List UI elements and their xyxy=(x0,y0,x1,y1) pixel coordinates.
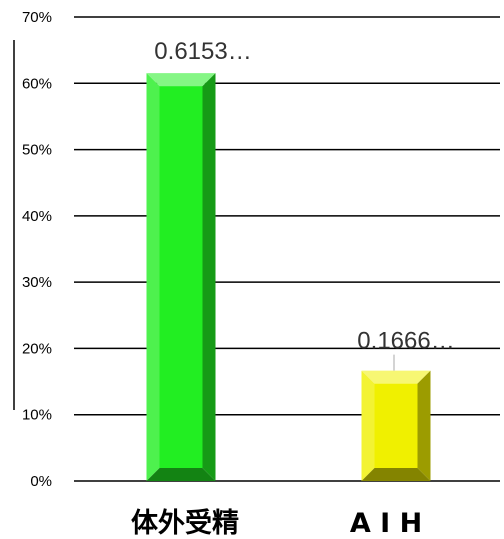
y-tick-label: 30% xyxy=(22,274,52,291)
category-labels: 体外受精 A I H xyxy=(131,507,422,539)
data-labels: 0.6153… 0.1666… xyxy=(154,38,455,371)
bar xyxy=(361,370,431,481)
y-tick-label: 70% xyxy=(22,9,52,26)
y-tick-labels: 0% 10% 20% 30% 40% 50% 60% 70% xyxy=(22,9,52,490)
y-tick-label: 50% xyxy=(22,142,52,159)
data-label: 0.1666… xyxy=(357,328,454,355)
category-label: A I H xyxy=(350,508,422,539)
y-tick-label: 10% xyxy=(22,407,52,424)
bar xyxy=(146,73,216,482)
y-tick-label: 20% xyxy=(22,340,52,357)
y-tick-label: 60% xyxy=(22,75,52,92)
y-tick-label: 40% xyxy=(22,208,52,225)
bars xyxy=(146,73,431,482)
gridlines xyxy=(74,16,500,482)
data-label: 0.6153… xyxy=(154,38,251,65)
category-label: 体外受精 xyxy=(131,507,239,539)
y-tick-label: 0% xyxy=(30,473,52,490)
